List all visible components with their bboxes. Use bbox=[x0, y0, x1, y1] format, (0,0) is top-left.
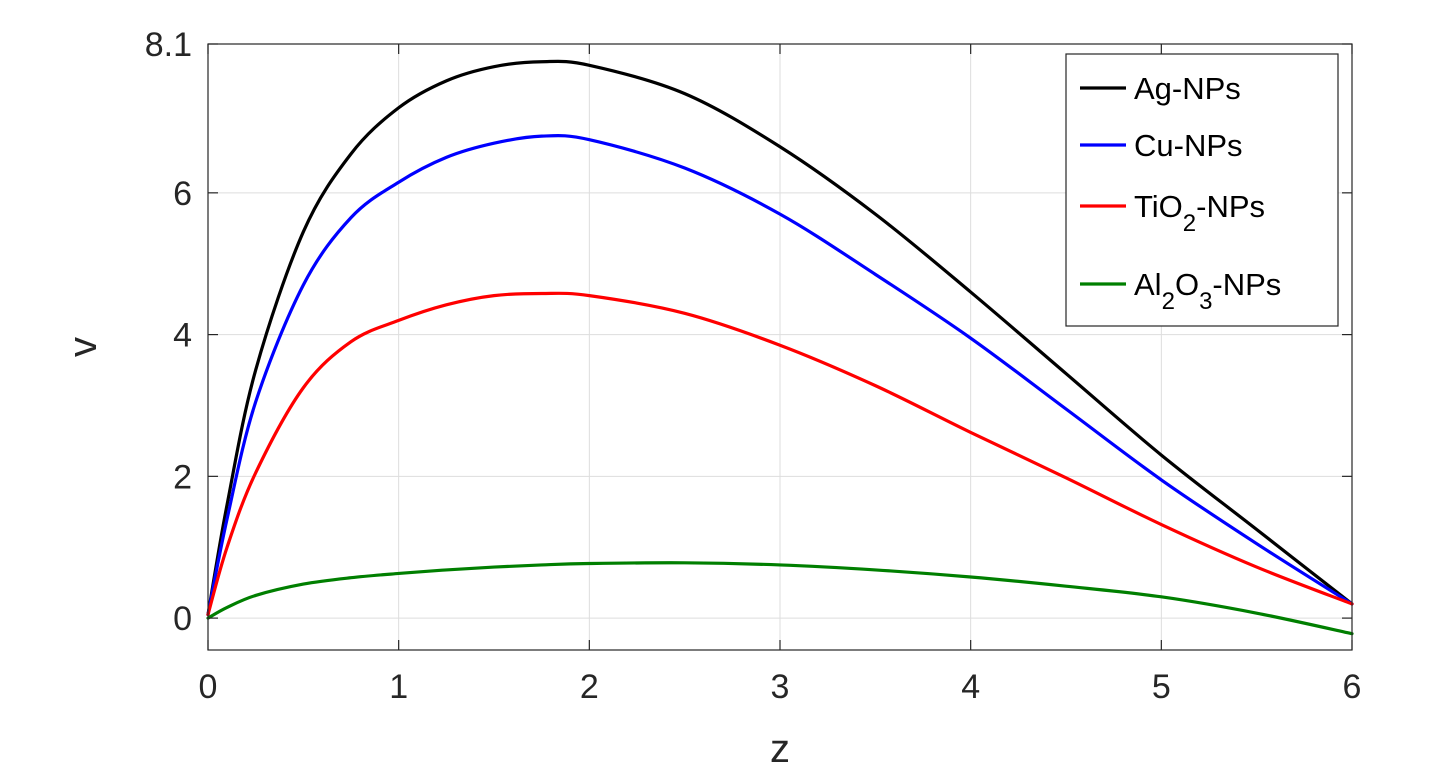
legend-label-1: Cu-NPs bbox=[1134, 128, 1243, 163]
legend-text-part: 2 bbox=[1162, 288, 1175, 315]
legend-label-0: Ag-NPs bbox=[1134, 71, 1241, 106]
series-line-3 bbox=[206, 561, 1354, 636]
series-line-1 bbox=[206, 134, 1354, 617]
series-line-0 bbox=[206, 59, 1354, 617]
x-tick-label: 3 bbox=[771, 668, 790, 706]
x-tick-label: 4 bbox=[961, 668, 980, 706]
y-tick-label: 2 bbox=[173, 458, 192, 496]
legend-text-part: -NPs bbox=[1196, 189, 1265, 224]
y-tick-label: 0 bbox=[173, 600, 192, 638]
x-tick-label: 0 bbox=[199, 668, 218, 706]
legend-label-3: Al2O3-NPs bbox=[1134, 267, 1281, 315]
series-lines bbox=[206, 59, 1354, 636]
series-line-2 bbox=[206, 291, 1354, 617]
legend-text-part: O bbox=[1175, 267, 1199, 302]
legend-text-part: Ag-NPs bbox=[1134, 71, 1241, 106]
legend-text-part: 3 bbox=[1199, 288, 1212, 315]
y-tick-label: 8.1 bbox=[145, 26, 192, 64]
x-tick-label: 6 bbox=[1343, 668, 1362, 706]
y-tick-label: 4 bbox=[173, 317, 192, 355]
legend-text-part: TiO bbox=[1134, 189, 1183, 224]
x-axis-label: z bbox=[770, 727, 790, 768]
x-tick-label: 1 bbox=[389, 668, 408, 706]
legend-text-part: Cu-NPs bbox=[1134, 128, 1243, 163]
legend-text-part: Al bbox=[1134, 267, 1162, 302]
y-tick-label: 6 bbox=[173, 175, 192, 213]
legend-box bbox=[1065, 53, 1339, 327]
legend-label-2: TiO2-NPs bbox=[1134, 189, 1265, 237]
legend-text-part: -NPs bbox=[1212, 267, 1281, 302]
y-axis-label: v bbox=[61, 337, 105, 357]
legend-text-part: 2 bbox=[1183, 210, 1196, 237]
x-tick-label: 5 bbox=[1152, 668, 1171, 706]
x-tick-label: 2 bbox=[580, 668, 599, 706]
